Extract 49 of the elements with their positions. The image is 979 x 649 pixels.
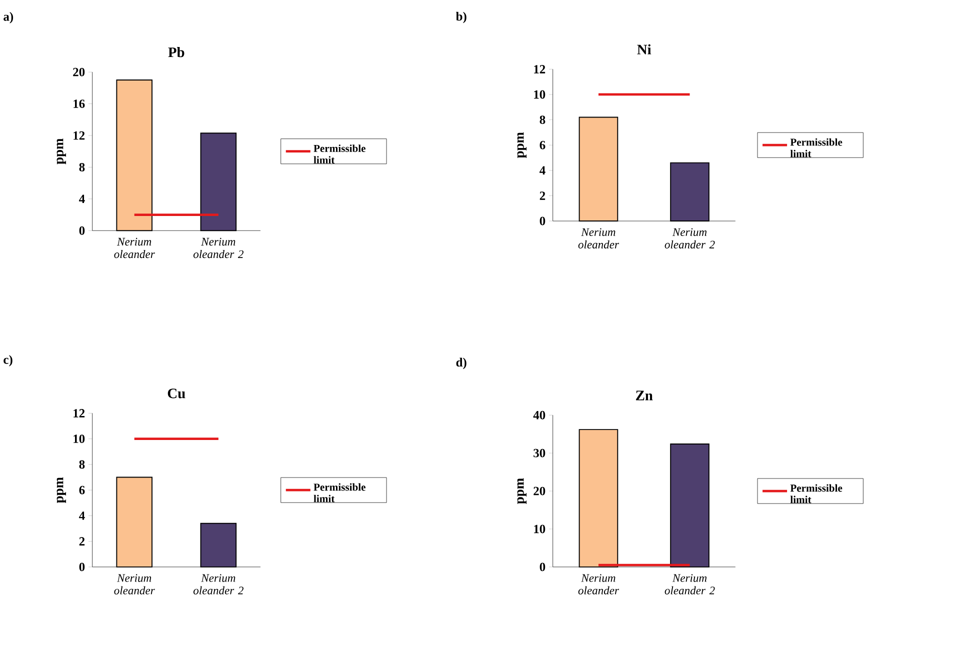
y-tick-label: 4: [540, 166, 546, 175]
y-tick-label: 2: [79, 537, 85, 546]
text: d): [456, 358, 466, 370]
chart-title: Ni: [637, 44, 652, 54]
x-tick-label: Nerium oleander 2: [193, 238, 244, 258]
x-tick-label: Nerium oleander: [114, 574, 155, 595]
y-tick-label: 12: [74, 132, 85, 140]
y-tick-label: 4: [78, 512, 85, 520]
x-tick-label: Nerium oleander: [114, 238, 155, 258]
text: b): [456, 12, 466, 24]
y-tick-label: 20: [73, 68, 85, 76]
y-axis-title: ppm: [517, 478, 527, 504]
text: c): [4, 355, 12, 367]
y-tick-label: 12: [534, 65, 546, 74]
x-tick-label: Nerium oleander: [578, 228, 620, 249]
y-axis-title: ppm: [56, 477, 66, 504]
y-tick-label: 6: [540, 141, 546, 150]
y-tick-label: 4: [78, 194, 85, 204]
y-axis-title: ppm: [56, 138, 66, 164]
legend-label: Permissible limit: [790, 138, 842, 158]
y-tick-label: 8: [79, 460, 85, 469]
y-tick-label: 2: [540, 192, 546, 200]
y-tick-label: 0: [79, 226, 85, 236]
chart-title: Zn: [636, 390, 653, 400]
x-tick-label: Nerium oleander: [578, 574, 620, 595]
y-tick-label: 8: [79, 163, 85, 172]
chart-title: Cu: [168, 388, 186, 398]
legend-label: Permissible limit: [314, 483, 366, 502]
y-tick-label: 0: [79, 562, 85, 572]
y-tick-label: 10: [534, 524, 546, 534]
y-tick-label: 6: [79, 486, 85, 494]
x-tick-label: Nerium oleander 2: [664, 228, 715, 249]
y-tick-label: 40: [533, 411, 546, 420]
y-axis-title: ppm: [517, 132, 527, 158]
legend-label: Permissible limit: [314, 144, 366, 164]
y-tick-label: 10: [534, 90, 546, 99]
x-tick-label: Nerium oleander 2: [193, 574, 244, 595]
y-tick-label: 20: [534, 487, 546, 496]
y-tick-label: 10: [74, 434, 85, 444]
legend-label: Permissible limit: [790, 484, 842, 504]
x-tick-label: Nerium oleander 2: [664, 574, 715, 595]
y-tick-label: 30: [534, 449, 546, 458]
chart-title: Pb: [168, 47, 184, 58]
text: a): [4, 12, 14, 24]
y-tick-label: 16: [74, 100, 85, 108]
y-tick-label: 12: [74, 409, 85, 418]
y-tick-label: 0: [540, 216, 546, 226]
y-tick-label: 8: [540, 116, 546, 124]
y-tick-label: 0: [540, 562, 546, 572]
